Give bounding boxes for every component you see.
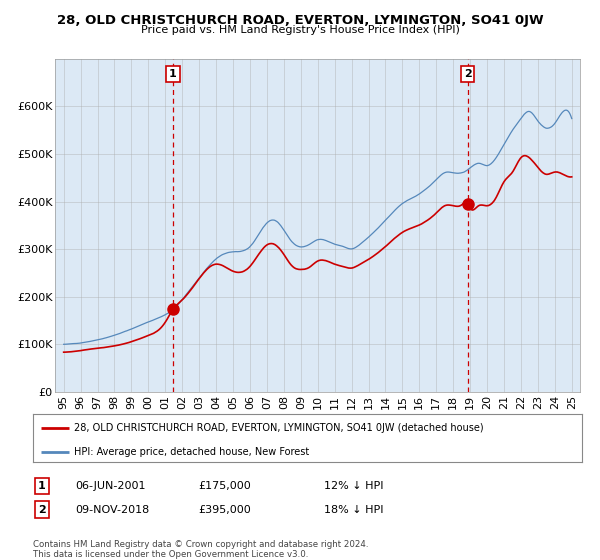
Text: 1: 1 bbox=[169, 69, 177, 79]
Text: £175,000: £175,000 bbox=[198, 481, 251, 491]
Text: Contains HM Land Registry data © Crown copyright and database right 2024.
This d: Contains HM Land Registry data © Crown c… bbox=[33, 540, 368, 559]
Text: 09-NOV-2018: 09-NOV-2018 bbox=[75, 505, 149, 515]
Text: 28, OLD CHRISTCHURCH ROAD, EVERTON, LYMINGTON, SO41 0JW: 28, OLD CHRISTCHURCH ROAD, EVERTON, LYMI… bbox=[56, 14, 544, 27]
Text: 12% ↓ HPI: 12% ↓ HPI bbox=[324, 481, 383, 491]
Text: 18% ↓ HPI: 18% ↓ HPI bbox=[324, 505, 383, 515]
Text: 1: 1 bbox=[38, 481, 46, 491]
Text: 28, OLD CHRISTCHURCH ROAD, EVERTON, LYMINGTON, SO41 0JW (detached house): 28, OLD CHRISTCHURCH ROAD, EVERTON, LYMI… bbox=[74, 423, 484, 433]
Text: 2: 2 bbox=[38, 505, 46, 515]
Text: 06-JUN-2001: 06-JUN-2001 bbox=[75, 481, 146, 491]
Text: HPI: Average price, detached house, New Forest: HPI: Average price, detached house, New … bbox=[74, 446, 310, 456]
Text: Price paid vs. HM Land Registry's House Price Index (HPI): Price paid vs. HM Land Registry's House … bbox=[140, 25, 460, 35]
Text: 2: 2 bbox=[464, 69, 472, 79]
Text: £395,000: £395,000 bbox=[198, 505, 251, 515]
